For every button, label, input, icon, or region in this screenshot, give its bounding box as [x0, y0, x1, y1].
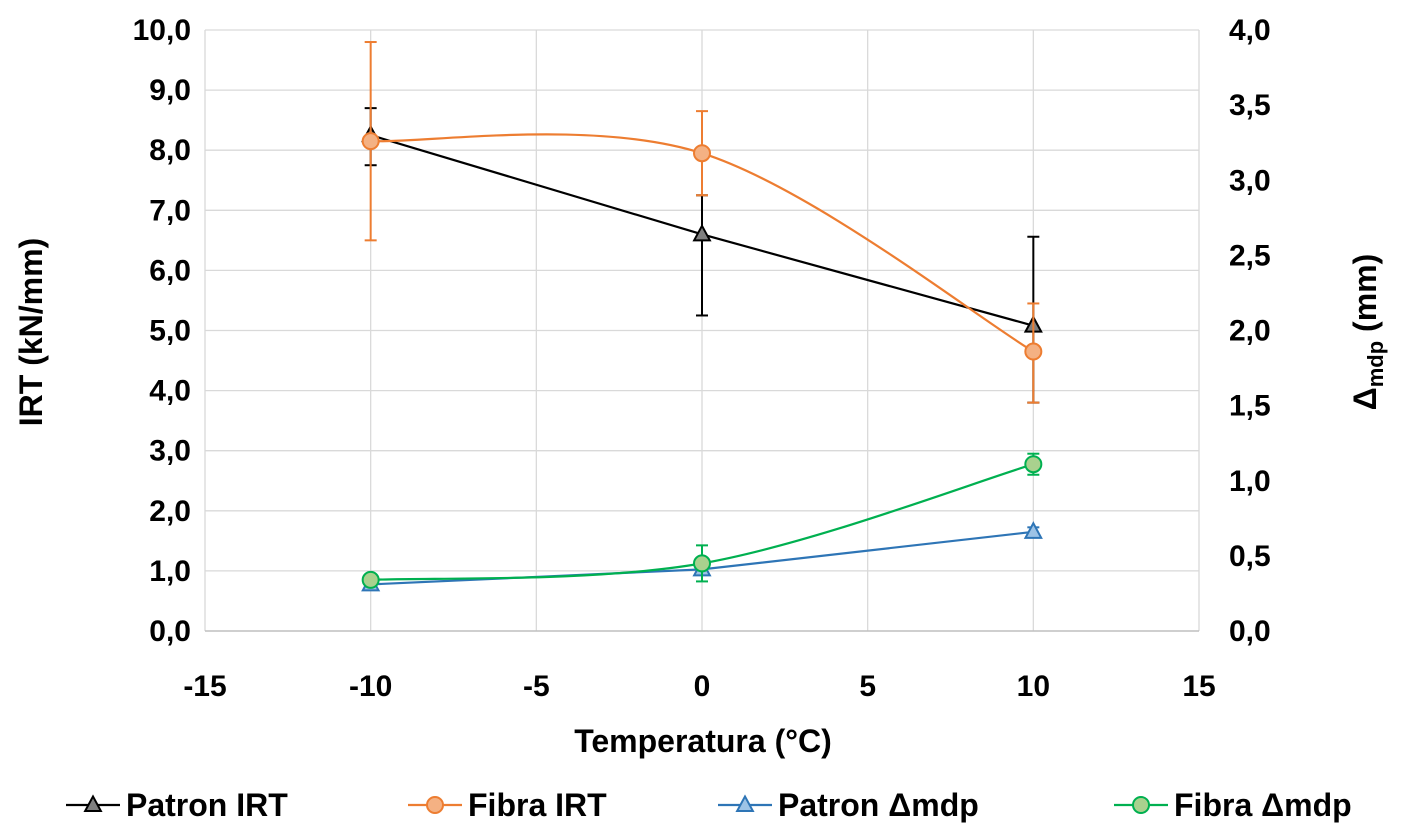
- legend-label: Patron IRT: [126, 787, 288, 823]
- y-right-tick-label: 0,0: [1229, 615, 1271, 648]
- data-point: [694, 145, 710, 161]
- x-axis-title: Temperatura (°C): [574, 723, 832, 759]
- legend-marker: [1133, 797, 1149, 813]
- data-point: [1025, 456, 1041, 472]
- y-right-tick-label: 2,0: [1229, 315, 1271, 348]
- x-tick-label: 5: [859, 670, 876, 703]
- x-tick-label: 10: [1017, 670, 1050, 703]
- y-left-tick-label: 9,0: [149, 74, 191, 107]
- y-left-tick-label: 10,0: [133, 14, 191, 47]
- y-left-tick-label: 1,0: [149, 555, 191, 588]
- y-left-tick-label: 2,0: [149, 495, 191, 528]
- data-point: [1025, 344, 1041, 360]
- data-point: [363, 133, 379, 149]
- y-left-axis-title: IRT (kN/mm): [13, 238, 49, 426]
- y-right-axis-ticks: 0,0 0,5 1,0 1,5 2,0 2,5 3,0 3,5 4,0: [1229, 14, 1271, 648]
- legend: Patron IRT Fibra IRT Patron Δmdp Fibra Δmdp: [66, 787, 1352, 823]
- legend-label: Patron Δmdp: [778, 787, 979, 823]
- y-right-axis-title-unit: (mm): [1347, 254, 1383, 341]
- y-right-axis-title: Δmdp (mm): [1347, 254, 1388, 411]
- legend-label: Fibra IRT: [468, 787, 607, 823]
- x-tick-label: 0: [694, 670, 711, 703]
- y-right-tick-label: 0,5: [1229, 540, 1271, 573]
- x-axis-ticks: -15 -10 -5 0 5 10 15: [183, 670, 1215, 703]
- x-tick-label: -10: [349, 670, 392, 703]
- y-right-tick-label: 3,5: [1229, 89, 1271, 122]
- legend-item: Fibra IRT: [408, 787, 607, 823]
- data-point: [1025, 523, 1041, 538]
- y-left-tick-label: 0,0: [149, 615, 191, 648]
- y-left-tick-label: 3,0: [149, 435, 191, 468]
- y-right-tick-label: 2,5: [1229, 239, 1271, 272]
- y-left-tick-label: 4,0: [149, 375, 191, 408]
- x-tick-label: -15: [183, 670, 226, 703]
- y-right-axis-title-main: Δ: [1347, 387, 1383, 410]
- y-right-tick-label: 3,0: [1229, 164, 1271, 197]
- data-point: [363, 572, 379, 588]
- legend-item: Patron IRT: [66, 787, 288, 823]
- legend-item: Patron Δmdp: [718, 787, 979, 823]
- legend-marker: [737, 796, 753, 811]
- x-tick-label: 15: [1182, 670, 1215, 703]
- y-right-tick-label: 1,5: [1229, 390, 1271, 423]
- y-left-tick-label: 7,0: [149, 194, 191, 227]
- y-right-tick-label: 1,0: [1229, 465, 1271, 498]
- legend-label: Fibra Δmdp: [1174, 787, 1352, 823]
- legend-item: Fibra Δmdp: [1114, 787, 1352, 823]
- legend-marker: [85, 796, 101, 811]
- x-tick-label: -5: [523, 670, 550, 703]
- y-left-axis-ticks: 0,0 1,0 2,0 3,0 4,0 5,0 6,0 7,0 8,0 9,0 10,0: [133, 14, 191, 648]
- y-right-tick-label: 4,0: [1229, 14, 1271, 47]
- legend-marker: [427, 797, 443, 813]
- y-left-tick-label: 5,0: [149, 315, 191, 348]
- y-left-tick-label: 6,0: [149, 254, 191, 287]
- y-right-axis-title-sub: mdp: [1363, 341, 1388, 387]
- data-point: [694, 555, 710, 571]
- y-left-tick-label: 8,0: [149, 134, 191, 167]
